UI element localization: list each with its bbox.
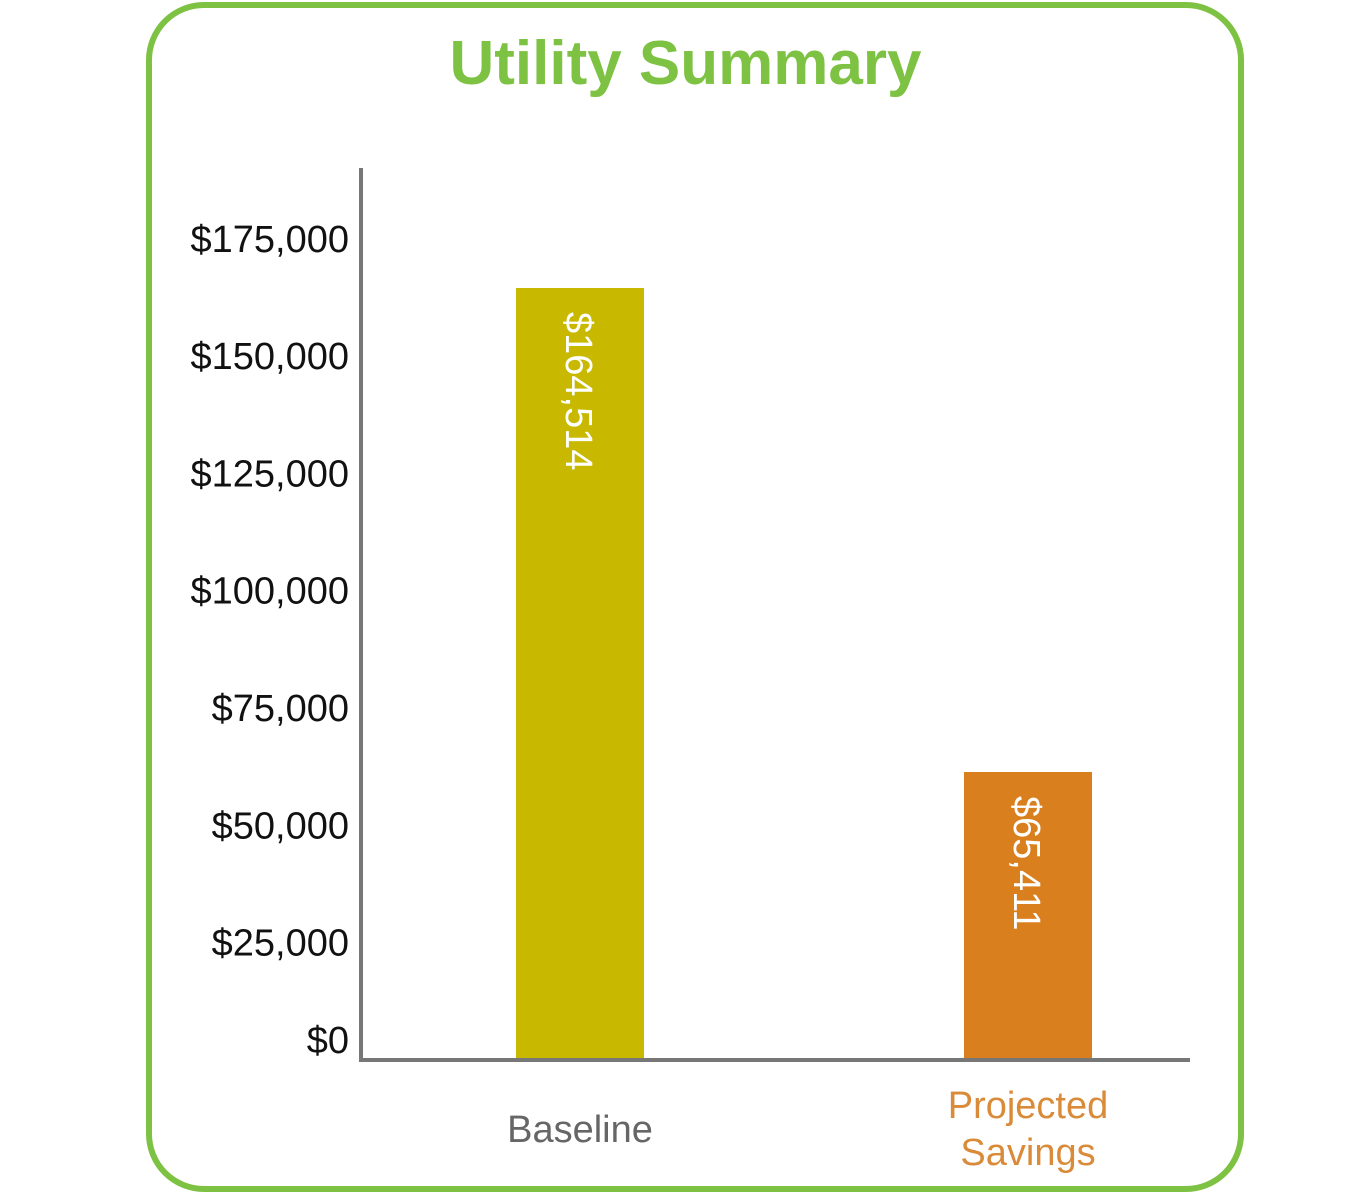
y-axis-ticks: $0 $25,000 $50,000 $75,000 $100,000 $125,000 $… (191, 219, 350, 1062)
bar-data-label: $164,514 (557, 312, 599, 471)
y-tick-label: $0 (307, 1020, 349, 1062)
axes (359, 168, 1190, 1062)
y-tick-label: $150,000 (191, 336, 350, 378)
y-tick-label: $25,000 (212, 923, 349, 965)
bar-baseline (516, 288, 644, 1060)
y-tick-label: $100,000 (191, 571, 350, 613)
y-tick-label: $125,000 (191, 453, 350, 495)
bars (516, 288, 1092, 1060)
x-category-label: Savings (960, 1132, 1095, 1174)
y-tick-label: $175,000 (191, 219, 350, 261)
x-category-label: Projected (948, 1085, 1109, 1127)
chart-title: Utility Summary (449, 29, 922, 98)
bar-data-label: $65,411 (1005, 796, 1047, 931)
y-tick-label: $75,000 (212, 688, 349, 730)
x-axis-category-labels: Baseline Projected Savings (507, 1085, 1108, 1174)
y-tick-label: $50,000 (212, 805, 349, 847)
bar-projected-savings (964, 772, 1092, 1060)
bar-data-labels: $164,514 $65,411 (557, 312, 1047, 931)
x-category-label: Baseline (507, 1109, 653, 1151)
